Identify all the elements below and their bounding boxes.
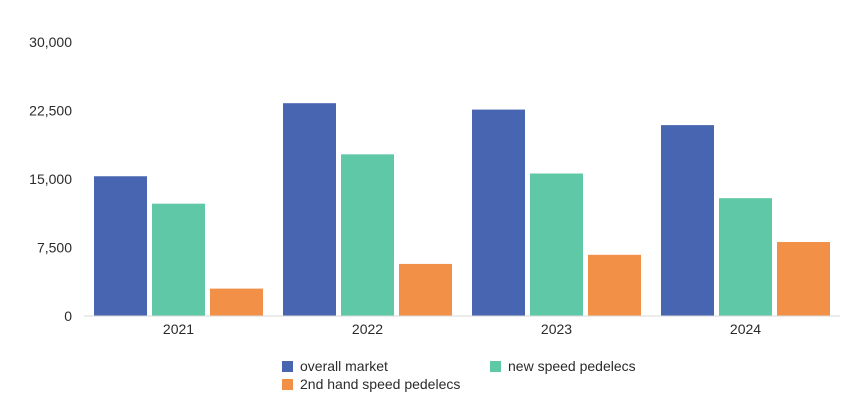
x-tick-label: 2024: [730, 321, 761, 337]
x-axis: 2021 2022 2023 2024: [84, 315, 840, 337]
bar-new-speed-pedelecs-2021: [152, 203, 205, 316]
legend-swatch: [490, 361, 501, 372]
legend-label: overall market: [300, 358, 388, 374]
x-tick-label: 2021: [163, 321, 194, 337]
bar-overall-market-2021: [94, 176, 147, 316]
bar-new-speed-pedelecs-2024: [719, 198, 772, 316]
legend-label: 2nd hand speed pedelecs: [300, 376, 460, 392]
x-tick-label: 2022: [352, 321, 383, 337]
bar-new-speed-pedelecs-2023: [530, 173, 583, 316]
bar-new-speed-pedelecs-2022: [341, 154, 394, 316]
x-tick-label: 2023: [541, 321, 572, 337]
y-tick-label: 30,000: [29, 34, 72, 50]
bar-2nd-hand-speed-pedelecs-2022: [399, 263, 452, 316]
bar-overall-market-2024: [661, 125, 714, 316]
y-tick-label: 15,000: [29, 171, 72, 187]
bar-overall-market-2022: [283, 103, 336, 317]
y-tick-label: 0: [64, 308, 72, 324]
legend-swatch: [282, 379, 293, 390]
legend-swatch: [282, 361, 293, 372]
legend-label: new speed pedelecs: [508, 358, 636, 374]
bar-2nd-hand-speed-pedelecs-2023: [588, 254, 641, 316]
bar-overall-market-2023: [472, 109, 525, 316]
legend: overall market new speed pedelecs 2nd hand…: [282, 358, 636, 392]
y-axis: 0 7,500 15,000 22,500 30,000: [29, 34, 72, 324]
y-tick-label: 7,500: [37, 240, 72, 256]
bar-2nd-hand-speed-pedelecs-2024: [777, 242, 830, 316]
bars-group: [94, 103, 830, 317]
y-tick-label: 22,500: [29, 103, 72, 119]
bar-2nd-hand-speed-pedelecs-2021: [210, 288, 263, 316]
